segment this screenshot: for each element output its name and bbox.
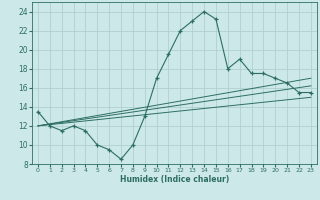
X-axis label: Humidex (Indice chaleur): Humidex (Indice chaleur) <box>120 175 229 184</box>
